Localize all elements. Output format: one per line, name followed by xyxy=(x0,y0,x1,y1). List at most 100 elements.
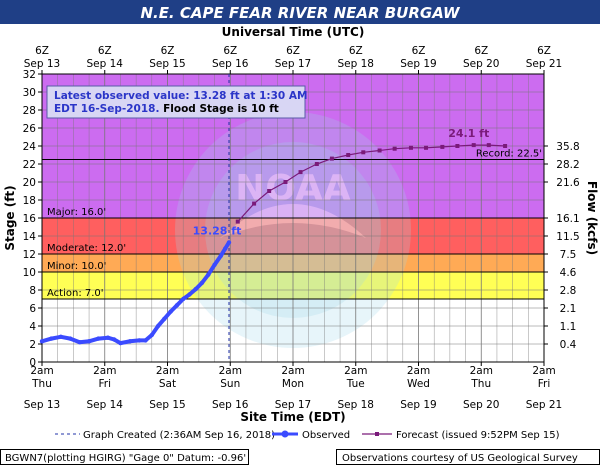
observed-point xyxy=(155,323,161,329)
bottom-axis-hour-label: 2am xyxy=(219,365,242,377)
forecast-point xyxy=(377,148,382,153)
top-axis-date-label: Sep 21 xyxy=(526,58,563,70)
legend-observed-marker-icon xyxy=(281,430,289,438)
callout-line-1: Latest observed value: 13.28 ft at 1:30 … xyxy=(54,90,307,102)
right-axis-tick-label: 0.4 xyxy=(560,339,577,351)
left-axis-tick-label: 0 xyxy=(29,357,36,369)
right-axis-tick-label: 2.1 xyxy=(560,303,577,315)
left-axis-tick-label: 20 xyxy=(23,177,36,189)
top-axis-date-label: Sep 19 xyxy=(400,58,437,70)
bottom-axis-hour-label: 2am xyxy=(407,365,430,377)
observed-point xyxy=(68,336,73,341)
top-axis-date-label: Sep 17 xyxy=(275,58,312,70)
left-axis-tick-label: 18 xyxy=(23,195,36,207)
right-axis-title: Flow (kcfs) xyxy=(585,181,599,255)
bottom-axis-day-label: Fri xyxy=(538,378,551,390)
observed-point xyxy=(118,340,123,346)
top-axis-date-label: Sep 15 xyxy=(149,58,186,70)
minor-stage-label: Minor: 10.0' xyxy=(47,261,106,272)
forecast-point xyxy=(267,189,272,193)
bottom-axis-hour-label: 2am xyxy=(344,365,367,377)
observed-point xyxy=(143,338,148,343)
bottom-axis-day-label: Tue xyxy=(346,378,365,390)
top-axis-hour-label: 6Z xyxy=(349,45,363,57)
left-axis-tick-label: 26 xyxy=(23,123,37,135)
top-axis-hour-label: 6Z xyxy=(537,45,551,57)
bottom-axis-hour-label: 2am xyxy=(93,365,116,377)
right-axis-tick-label: 2.8 xyxy=(560,285,577,297)
forecast-point xyxy=(314,162,319,166)
title-bar xyxy=(0,0,600,24)
left-axis-tick-label: 16 xyxy=(23,213,37,225)
observed-point xyxy=(168,309,173,314)
observed-point xyxy=(212,262,217,267)
forecast-point xyxy=(283,180,288,184)
right-axis-tick-label: 11.5 xyxy=(556,231,579,243)
callout-date: EDT 16-Sep-2018. xyxy=(54,103,159,115)
left-axis-tick-label: 28 xyxy=(23,105,36,117)
top-axis-date-label: Sep 16 xyxy=(212,58,249,70)
forecast-point xyxy=(346,153,351,157)
top-axis-title: Universal Time (UTC) xyxy=(222,25,365,39)
forecast-point xyxy=(408,145,413,150)
top-axis-hour-label: 6Z xyxy=(286,45,300,57)
observed-point xyxy=(180,296,186,302)
left-axis-tick-label: 32 xyxy=(23,69,36,81)
observed-point xyxy=(58,334,64,339)
right-axis-tick-label: 4.6 xyxy=(560,267,577,279)
bottom-axis-date-label: Sep 15 xyxy=(149,399,186,411)
bottom-axis-date-label: Sep 20 xyxy=(463,399,500,411)
bottom-axis-day-label: Fri xyxy=(98,378,111,390)
bottom-axis-hour-label: 2am xyxy=(156,365,179,377)
observed-point xyxy=(96,336,101,341)
footer-right-text: Observations courtesy of US Geological S… xyxy=(342,453,578,464)
bottom-axis-date-label: Sep 19 xyxy=(400,399,437,411)
observed-point xyxy=(199,280,205,285)
left-axis-tick-label: 4 xyxy=(29,321,36,333)
right-axis-tick-label: 16.1 xyxy=(556,213,579,225)
footer-left-text: BGWN7(plotting HGIRG) "Gage 0" Datum: -0… xyxy=(5,453,246,464)
latest-observed-label: 13.28 ft xyxy=(193,224,242,237)
observed-point xyxy=(174,303,180,308)
bottom-axis-day-label: Sat xyxy=(159,378,176,390)
observed-point xyxy=(187,292,192,297)
observed-point xyxy=(149,332,155,338)
right-axis-tick-label: 21.6 xyxy=(556,177,580,189)
latest-value-callout xyxy=(46,85,306,119)
forecast-point xyxy=(440,144,445,149)
top-axis-hour-label: 6Z xyxy=(98,45,112,57)
observed-point xyxy=(39,339,45,344)
legend-forecast-marker-icon xyxy=(375,432,379,436)
observed-point xyxy=(162,316,167,321)
callout-flood-stage: Flood Stage is 10 ft xyxy=(159,103,278,115)
observed-point xyxy=(127,339,133,344)
bottom-axis-day-label: Thu xyxy=(470,378,491,390)
bottom-axis-hour-label: 2am xyxy=(532,365,555,377)
left-axis-tick-label: 22 xyxy=(23,159,36,171)
bottom-axis-day-label: Wed xyxy=(407,378,430,390)
top-axis-date-label: Sep 14 xyxy=(87,58,124,70)
observed-point xyxy=(111,337,117,342)
bottom-axis-date-label: Sep 17 xyxy=(275,399,312,411)
observed-point xyxy=(77,340,82,345)
top-axis-hour-label: 6Z xyxy=(161,45,175,57)
bottom-axis-date-label: Sep 14 xyxy=(87,399,124,411)
top-axis-date-label: Sep 13 xyxy=(24,58,61,70)
forecast-point xyxy=(329,156,334,161)
left-axis-tick-label: 30 xyxy=(23,87,36,99)
observed-point xyxy=(49,336,54,341)
forecast-line xyxy=(237,144,506,223)
right-axis-tick-label: 7.5 xyxy=(560,249,577,261)
chart-title: N.E. CAPE FEAR RIVER NEAR BURGAW xyxy=(140,4,461,22)
bottom-axis-day-label: Mon xyxy=(282,378,304,390)
observed-point xyxy=(206,272,211,277)
left-axis-tick-label: 10 xyxy=(23,267,36,279)
major-stage-label: Major: 16.0' xyxy=(47,207,106,218)
bottom-axis-date-label: Sep 13 xyxy=(24,399,61,411)
left-axis-title: Stage (ft) xyxy=(3,185,17,250)
top-axis-hour-label: 6Z xyxy=(223,45,237,57)
observed-point xyxy=(218,253,224,258)
right-axis-tick-label: 28.2 xyxy=(556,159,579,171)
top-axis-hour-label: 6Z xyxy=(474,45,488,57)
